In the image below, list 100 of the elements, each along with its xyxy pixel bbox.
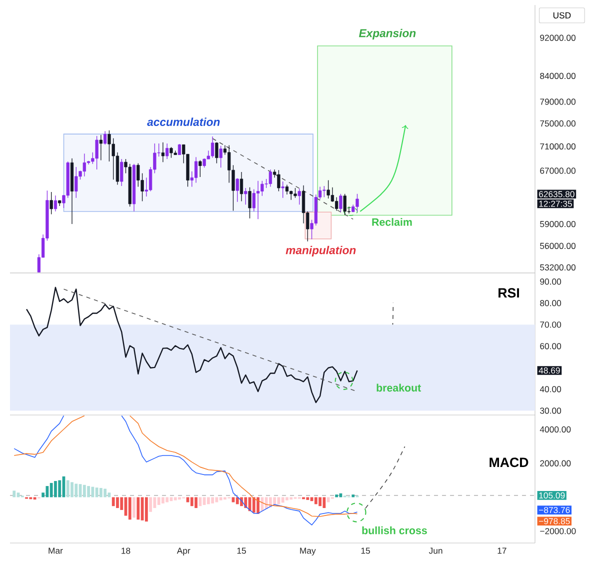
bar bbox=[326, 497, 330, 502]
bar bbox=[162, 497, 164, 504]
bar bbox=[219, 497, 222, 500]
bar bbox=[74, 484, 78, 498]
candlestick bbox=[252, 188, 256, 212]
text: 62635.80 bbox=[539, 191, 574, 198]
bar bbox=[144, 497, 148, 522]
candlestick bbox=[294, 188, 297, 198]
bar bbox=[149, 497, 152, 512]
bar bbox=[95, 488, 98, 498]
bar bbox=[206, 497, 210, 504]
candlestick bbox=[290, 190, 293, 200]
candlestick bbox=[112, 138, 115, 180]
bar bbox=[104, 488, 107, 498]
bar bbox=[236, 497, 239, 504]
bar bbox=[290, 497, 293, 500]
y-tick-label: 53200.00 bbox=[540, 264, 576, 270]
bar bbox=[318, 497, 322, 506]
annotation: accumulation bbox=[147, 118, 220, 126]
x-tick-label: Apr bbox=[176, 548, 190, 556]
y-tick-label: 56000.00 bbox=[540, 242, 576, 249]
candlestick bbox=[322, 186, 326, 198]
x-tick-label: May bbox=[300, 548, 316, 556]
bar bbox=[281, 497, 284, 503]
y-tick-label: 84000.00 bbox=[540, 72, 576, 80]
candlestick bbox=[99, 134, 103, 161]
bar bbox=[58, 480, 62, 498]
x-tick-label: 15 bbox=[237, 548, 246, 554]
candlestick bbox=[260, 180, 264, 196]
candlestick bbox=[50, 192, 53, 215]
candlestick bbox=[166, 143, 169, 160]
y-tick-label: 92000.00 bbox=[540, 34, 576, 41]
y-tick-label: 67000.00 bbox=[540, 168, 576, 174]
candlestick bbox=[120, 158, 124, 186]
candlestick bbox=[244, 188, 248, 205]
x-tick-label: 15 bbox=[361, 548, 370, 554]
bar bbox=[66, 480, 70, 498]
y-tick-label: 60.00 bbox=[540, 343, 562, 350]
bar bbox=[166, 497, 169, 502]
y-tick-label: 70.00 bbox=[540, 322, 562, 328]
bar bbox=[198, 497, 202, 506]
x-tick-label: Jun bbox=[428, 548, 442, 554]
bar bbox=[322, 497, 326, 508]
text: 48.69 bbox=[538, 367, 560, 374]
bar bbox=[153, 497, 156, 508]
annotation: Reclaim bbox=[372, 218, 412, 226]
bar bbox=[190, 497, 194, 506]
candlestick bbox=[54, 195, 58, 212]
line-series bbox=[26, 286, 358, 404]
candlestick bbox=[95, 136, 98, 170]
bar bbox=[335, 494, 338, 498]
candlestick bbox=[277, 170, 280, 192]
bar bbox=[132, 497, 136, 518]
text: 105.09 bbox=[539, 492, 565, 499]
candlestick bbox=[236, 178, 239, 202]
bar bbox=[211, 497, 214, 504]
bar bbox=[157, 497, 160, 505]
candlestick bbox=[210, 136, 214, 158]
bar bbox=[314, 497, 318, 504]
y-tick-label: 2000.00 bbox=[540, 460, 571, 466]
y-tick-label: 80.00 bbox=[540, 300, 562, 306]
x-tick-label: Mar bbox=[48, 548, 63, 554]
bar bbox=[50, 482, 53, 498]
bar bbox=[82, 484, 86, 498]
candlestick bbox=[298, 188, 301, 205]
bar bbox=[215, 497, 218, 502]
x-tick-label: 18 bbox=[122, 548, 130, 554]
bar bbox=[33, 497, 36, 500]
candlestick bbox=[161, 142, 165, 162]
y-tick-label: 40.00 bbox=[540, 386, 562, 392]
candlestick bbox=[178, 144, 182, 156]
candlestick bbox=[326, 180, 330, 199]
candlestick bbox=[256, 180, 260, 220]
bar bbox=[70, 482, 74, 498]
y-tick-label: 4000.00 bbox=[540, 426, 571, 432]
bar bbox=[252, 497, 256, 513]
bar bbox=[194, 497, 198, 508]
candlestick bbox=[170, 146, 173, 158]
bar bbox=[178, 497, 181, 500]
bar bbox=[12, 490, 16, 498]
bar bbox=[128, 497, 132, 520]
candlestick bbox=[198, 160, 202, 178]
candlestick bbox=[74, 166, 78, 198]
bar bbox=[136, 497, 140, 520]
candlestick bbox=[356, 194, 359, 212]
candlestick bbox=[335, 196, 338, 212]
y-tick-label: 79000.00 bbox=[540, 98, 576, 105]
bar bbox=[260, 497, 264, 512]
candlestick bbox=[108, 130, 111, 162]
bar bbox=[91, 486, 94, 498]
candlestick bbox=[343, 194, 346, 216]
bar bbox=[256, 497, 260, 514]
bar bbox=[87, 486, 90, 498]
text: −873.76 bbox=[539, 506, 570, 514]
candlestick bbox=[82, 153, 86, 177]
y-tick-label: 75000.00 bbox=[540, 120, 576, 127]
y-tick-label: 71000.00 bbox=[540, 143, 576, 150]
text: −978.85 bbox=[539, 518, 570, 524]
candlestick bbox=[194, 156, 198, 184]
bar bbox=[54, 481, 57, 498]
